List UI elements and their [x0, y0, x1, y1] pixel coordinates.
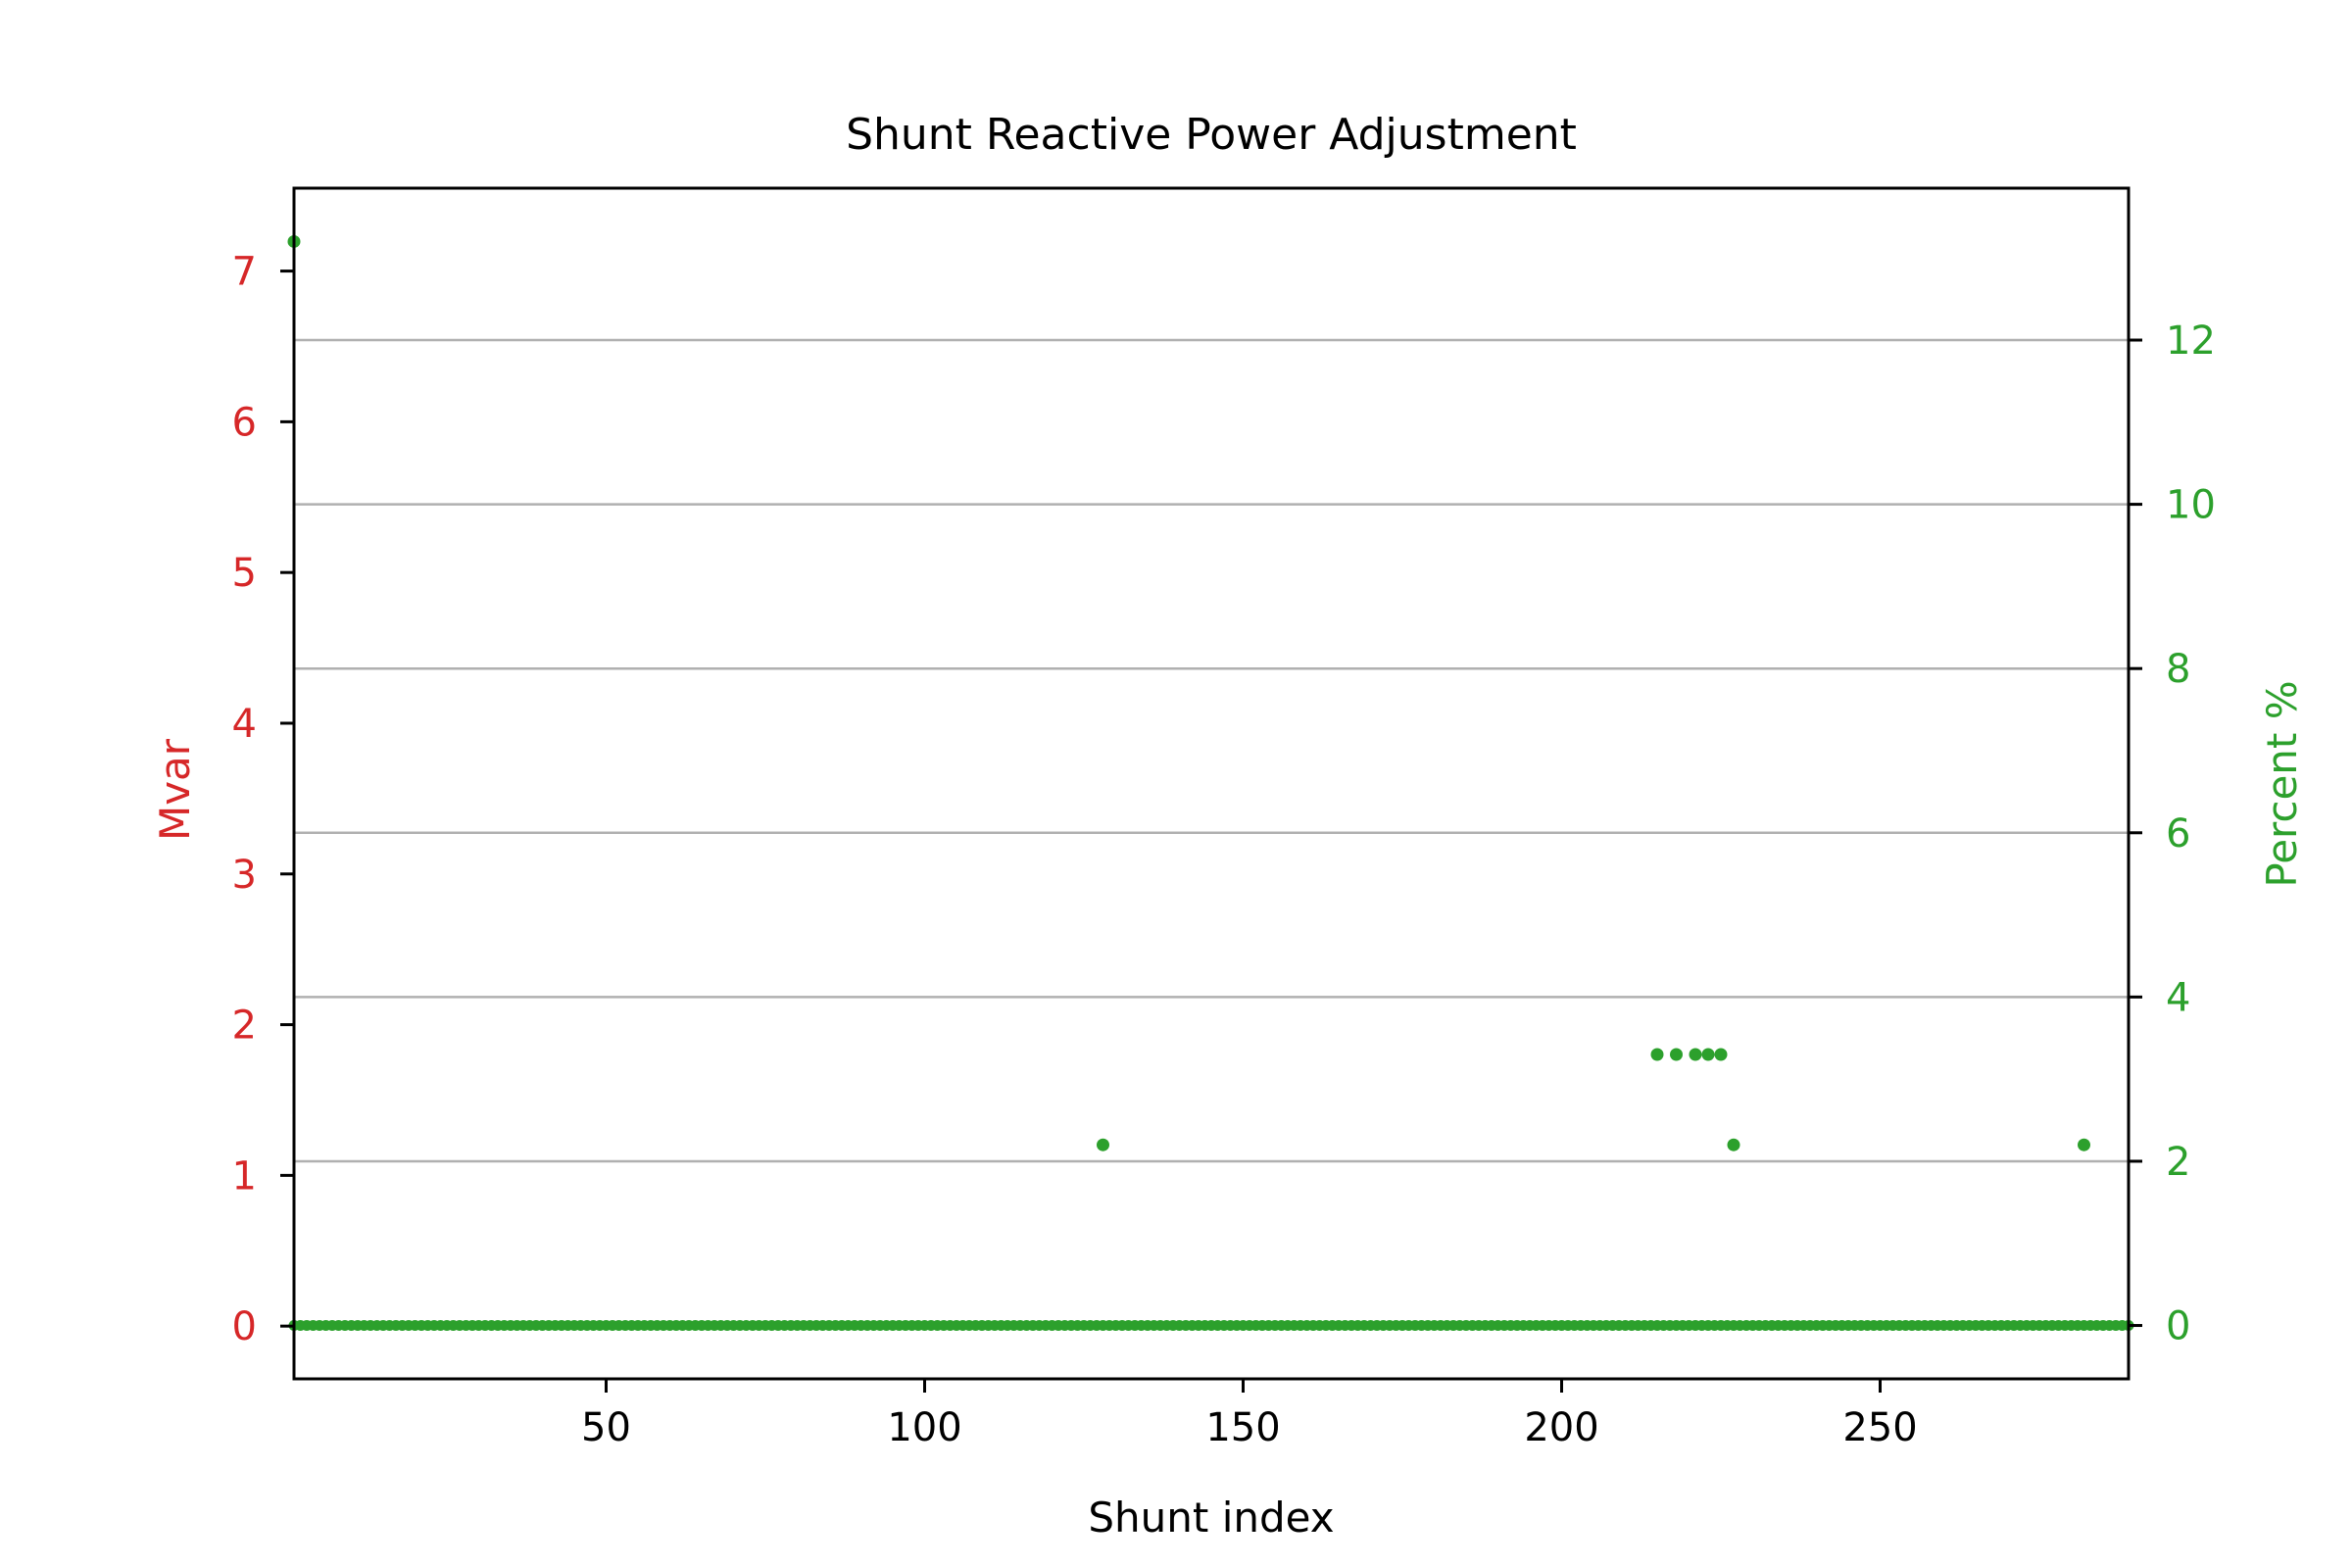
y-tick-label: 5 — [232, 551, 257, 596]
baseline-series — [288, 1320, 2134, 1332]
y2-tick-label: 4 — [2166, 975, 2190, 1020]
y2-tick-label: 8 — [2166, 647, 2190, 692]
y-tick-label: 2 — [232, 1004, 257, 1049]
x-tick-label: 50 — [581, 1405, 631, 1450]
data-point — [1650, 1048, 1664, 1061]
y2-tick-label: 10 — [2166, 483, 2216, 528]
y-tick-label: 6 — [232, 400, 257, 445]
data-point — [1714, 1048, 1728, 1061]
x-tick-label: 100 — [887, 1405, 961, 1450]
data-point — [2078, 1138, 2090, 1152]
x-tick-label: 150 — [1205, 1405, 1280, 1450]
y-tick-label: 4 — [232, 702, 257, 747]
y2-tick-label: 12 — [2166, 318, 2216, 364]
y-tick-label: 1 — [232, 1153, 257, 1199]
y-axis-left-label: Mvar — [151, 738, 199, 841]
x-axis-label: Shunt index — [1088, 1494, 1334, 1542]
y-tick-label: 0 — [232, 1304, 257, 1349]
data-point — [1670, 1048, 1683, 1061]
y2-tick-label: 6 — [2166, 811, 2190, 857]
y-tick-label: 7 — [232, 250, 257, 295]
data-point — [1727, 1138, 1740, 1152]
y-axis-right-ticks: 0 2 4 6 8 10 12 — [2129, 318, 2216, 1349]
plot-frame — [292, 186, 2131, 1381]
y-axis-right-label: Percent % — [2258, 680, 2306, 887]
data-points — [287, 234, 2090, 1152]
chart-title: Shunt Reactive Power Adjustment — [846, 110, 1577, 160]
x-tick-label: 200 — [1524, 1405, 1598, 1450]
y2-tick-label: 2 — [2166, 1140, 2190, 1185]
y-axis-left-ticks: 0 1 2 3 4 5 6 7 — [232, 250, 294, 1349]
grid-lines — [294, 338, 2129, 1163]
y-tick-label: 3 — [232, 853, 257, 898]
x-tick-label: 250 — [1842, 1405, 1917, 1450]
data-point — [1097, 1138, 1109, 1152]
y2-tick-label: 0 — [2166, 1304, 2190, 1349]
data-point — [1689, 1048, 1702, 1061]
x-axis-ticks: 50 100 150 200 250 — [581, 1379, 1918, 1450]
data-point — [1701, 1048, 1715, 1061]
